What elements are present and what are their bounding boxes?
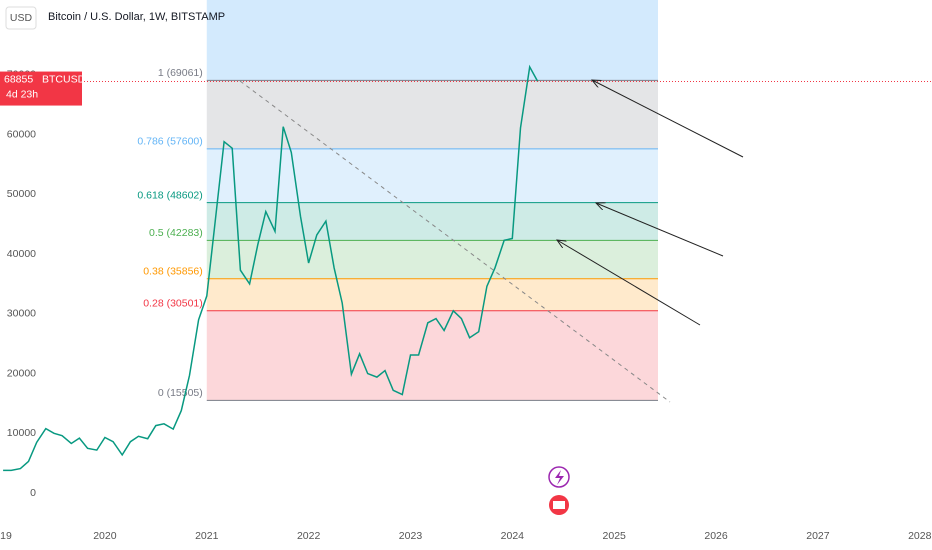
fib-zone (206, 80, 659, 149)
x-tick-label: 2022 (297, 530, 321, 542)
fib-label: 0.618 (48602) (137, 189, 202, 201)
x-tick-label: 2025 (603, 530, 627, 542)
fib-zone (206, 310, 659, 401)
arrow (557, 240, 701, 326)
x-tick-label: 2021 (195, 530, 219, 542)
last-price: 68855 (4, 73, 33, 85)
y-tick-label: 50000 (7, 188, 36, 200)
fib-label: 0.5 (42283) (149, 227, 203, 239)
fib-zone (206, 240, 659, 279)
price-line (3, 64, 539, 472)
chart-title: Bitcoin / U.S. Dollar, 1W, BITSTAMP (48, 11, 225, 23)
bolt (555, 470, 564, 485)
y-tick-label: 30000 (7, 308, 36, 320)
y-tick-label: 20000 (7, 367, 36, 379)
fib-zone (206, 202, 659, 241)
x-tick-label: 2027 (806, 530, 830, 542)
fib-label: 0.786 (57600) (137, 136, 202, 148)
fib-zone (206, 278, 659, 311)
y-tick-label: 40000 (7, 248, 36, 260)
arrow (596, 203, 724, 257)
price-badge (0, 71, 82, 106)
fib-zone (206, 0, 659, 81)
flag (553, 501, 565, 509)
x-tick-label: 2026 (704, 530, 728, 542)
fib-label: 1 (69061) (158, 67, 203, 79)
fib-label: 0.28 (30501) (143, 298, 203, 310)
currency: USD (10, 12, 33, 24)
fib-zone (206, 148, 659, 203)
arrow (592, 80, 744, 158)
x-tick-label: 2024 (501, 530, 525, 542)
symbol: BTCUSD (42, 73, 86, 85)
y-tick-label: 60000 (7, 128, 36, 140)
trend-line (239, 80, 671, 403)
x-tick-label: 2023 (399, 530, 423, 542)
y-tick-label: 0 (30, 487, 36, 499)
x-tick-label: 2028 (908, 530, 932, 542)
currency-box[interactable] (5, 6, 37, 30)
fib-label: 0.38 (35856) (143, 266, 203, 278)
x-tick-label: 019 (0, 530, 12, 542)
y-tick-label: 10000 (7, 427, 36, 439)
countdown: 4d 23h (6, 88, 38, 100)
x-tick-label: 2020 (93, 530, 117, 542)
fib-label: 0 (15505) (158, 387, 203, 399)
